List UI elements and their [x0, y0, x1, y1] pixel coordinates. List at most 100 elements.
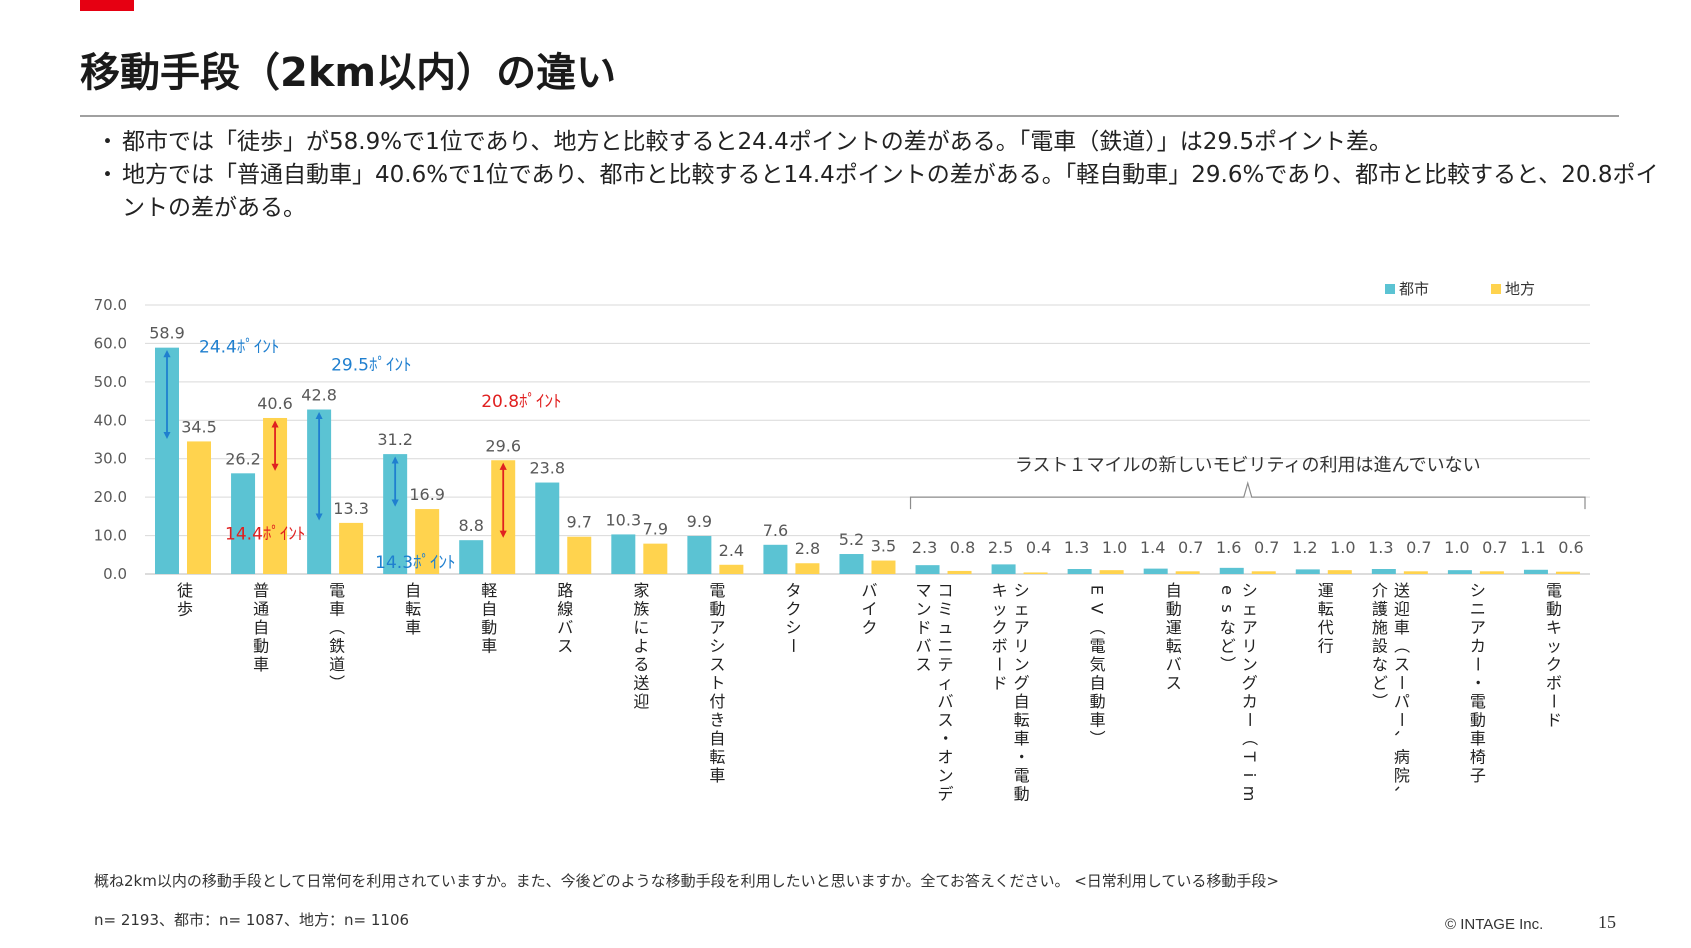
data-label: 1.6: [1216, 538, 1241, 557]
x-category-label: 迎: [1394, 600, 1410, 619]
data-label: 0.7: [1254, 538, 1279, 557]
bar: [1219, 567, 1244, 574]
x-category-label: ミ: [938, 600, 954, 619]
x-category-label: 施: [1372, 618, 1388, 637]
x-category-label: 普: [253, 581, 269, 600]
x-category-label: ど: [1372, 674, 1388, 693]
x-category-label: 歩: [177, 600, 193, 619]
x-category-label: グ: [1014, 674, 1030, 693]
x-category-label: e: [1218, 585, 1237, 595]
x-category-label: 動: [253, 637, 269, 656]
x-category-label: バ: [938, 692, 954, 711]
x-category-label: ク: [861, 618, 877, 637]
x-category-label: テ: [938, 655, 954, 674]
x-category-label: i: [1240, 773, 1259, 777]
x-category-label: 転: [1014, 711, 1030, 730]
x-category-label: E: [1088, 585, 1107, 595]
y-tick-label: 50.0: [94, 373, 127, 391]
x-category-label: に: [633, 618, 649, 637]
x-category-label: バ: [916, 637, 932, 656]
bar: [839, 554, 864, 574]
x-category-label: 通: [253, 600, 269, 619]
x-category-label: 軽: [481, 581, 497, 600]
difference-label: 14.4ﾎﾟｲﾝﾄ: [225, 524, 305, 544]
x-category-label: ェ: [1014, 600, 1030, 619]
bar: [1371, 569, 1396, 574]
x-category-label: 動: [481, 618, 497, 637]
data-label: 0.7: [1482, 538, 1507, 557]
x-category-label: ス: [916, 655, 932, 674]
x-category-label: ア: [1242, 618, 1258, 637]
x-category-label: ド: [916, 618, 932, 637]
y-tick-label: 60.0: [94, 334, 127, 352]
y-tick-label: 20.0: [94, 488, 127, 506]
x-category-label: 送: [1394, 581, 1410, 600]
x-category-label: ア: [1014, 618, 1030, 637]
x-category-label: ニ: [938, 637, 954, 656]
x-category-label: グ: [1242, 674, 1258, 693]
data-label: 13.3: [333, 499, 369, 518]
y-tick-label: 70.0: [94, 296, 127, 314]
data-label: 1.2: [1292, 538, 1317, 557]
x-category-label: ）: [327, 674, 346, 690]
difference-label: 14.3ﾎﾟｲﾝﾄ: [375, 553, 455, 573]
x-category-label: ー: [990, 656, 1009, 672]
x-category-label: （: [1088, 619, 1107, 635]
x-category-label: デ: [938, 785, 954, 804]
x-category-label: マ: [916, 581, 932, 600]
bar: [1023, 572, 1048, 574]
data-label: 16.9: [409, 485, 445, 504]
x-category-label: な: [1372, 655, 1388, 674]
x-category-label: 道: [329, 655, 345, 674]
bar: [915, 565, 940, 574]
x-category-label: 代: [1318, 618, 1334, 637]
page-title: 移動手段（2km以内）の違い: [80, 50, 617, 96]
x-category-label: ッ: [1546, 637, 1562, 656]
bar: [1555, 571, 1580, 574]
bracket-label: ラスト１マイルの新しいモビリティの利用は進んでいない: [1015, 455, 1481, 476]
x-category-label: 車: [1014, 729, 1030, 748]
bullet-item: 都市では「徒歩」が58.9%で1位であり、地方と比較すると24.4ポイントの差が…: [96, 126, 1660, 159]
x-category-label: カ: [1242, 692, 1258, 711]
x-category-label: 車: [253, 655, 269, 674]
x-category-label: 電: [709, 581, 725, 600]
bar: [567, 536, 592, 574]
x-category-label: な: [1220, 618, 1236, 637]
x-category-label: ニ: [1470, 600, 1486, 619]
bracket: [909, 480, 1586, 510]
bar: [1099, 570, 1124, 574]
x-category-label: （: [1392, 637, 1411, 653]
bar: [1447, 570, 1472, 574]
x-category-label: 、: [1392, 730, 1411, 746]
x-category-label: キ: [992, 581, 1008, 600]
data-label: 1.1: [1520, 538, 1545, 557]
x-category-label: 車: [709, 766, 725, 785]
x-category-label: 電: [1546, 581, 1562, 600]
data-label: 34.5: [181, 417, 217, 436]
data-label: 1.3: [1368, 538, 1393, 557]
bar: [643, 543, 668, 574]
x-category-label: ス: [1394, 655, 1410, 674]
data-label: 2.5: [988, 538, 1013, 557]
y-tick-label: 40.0: [94, 411, 127, 429]
x-category-label: ク: [1546, 655, 1562, 674]
bar: [1067, 569, 1092, 574]
legend-label: 都市: [1399, 280, 1429, 298]
x-category-label: 自: [1090, 674, 1106, 693]
x-category-label: ボ: [992, 637, 1008, 656]
x-category-label: ）: [1088, 730, 1107, 746]
x-category-label: 椅: [1470, 748, 1486, 767]
difference-label: 20.8ﾎﾟｲﾝﾄ: [481, 392, 561, 412]
data-label: 1.4: [1140, 538, 1165, 557]
difference-label: 24.4ﾎﾟｲﾝﾄ: [199, 338, 279, 358]
x-category-label: る: [633, 655, 649, 674]
sample-size-footnote: n= 2193、都市：n= 1087、地方：n= 1106: [94, 911, 410, 929]
x-category-label: ィ: [938, 674, 954, 693]
x-category-label: 護: [1372, 600, 1388, 619]
x-category-label: 電: [1470, 692, 1486, 711]
x-category-label: コ: [938, 581, 954, 600]
legend-swatch: [1385, 284, 1395, 294]
x-category-label: 鉄: [329, 637, 345, 656]
x-category-label: よ: [633, 637, 649, 656]
x-category-label: 介: [1372, 581, 1388, 600]
